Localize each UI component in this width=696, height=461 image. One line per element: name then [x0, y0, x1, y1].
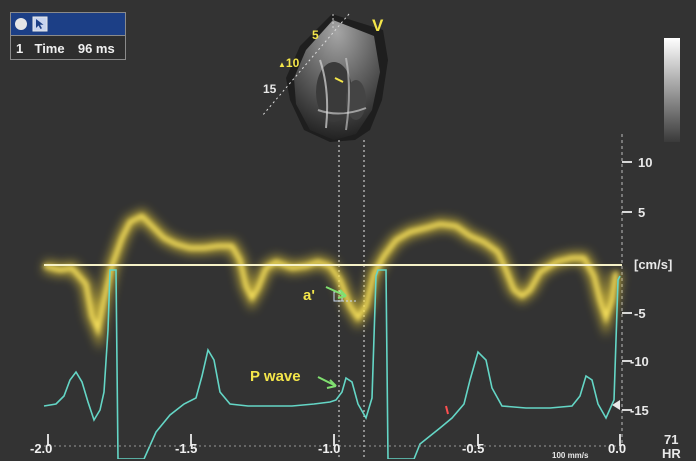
velocity-tick-10: 10 [638, 155, 653, 170]
measurement-panel[interactable]: 1 Time 96 ms [10, 12, 126, 60]
echo-sector-image [261, 13, 388, 142]
gray-scale-bar [664, 38, 680, 142]
time-axis [44, 434, 622, 447]
time-tick-0: 0.0 [608, 441, 627, 456]
heart-rate-value: 71 [664, 432, 679, 447]
velocity-tick-minus5: -5 [634, 306, 646, 321]
tissue-doppler-trace [42, 208, 622, 351]
view-label: V [372, 16, 384, 35]
ecg-trace [43, 269, 621, 459]
velocity-axis [612, 134, 632, 446]
measurement-value: 96 ms [77, 41, 115, 56]
sweep-speed-label: 100 mm/s [552, 451, 589, 460]
record-dot-icon[interactable] [15, 18, 27, 30]
depth-tick-15: 15 [263, 82, 277, 96]
cursor-icon[interactable] [32, 16, 48, 32]
a-prime-arrow-icon [325, 286, 347, 299]
p-wave-annotation: P wave [250, 368, 301, 385]
depth-tick-5: 5 [312, 28, 319, 42]
velocity-tick-5: 5 [638, 205, 646, 220]
ecg-marker [445, 405, 449, 415]
velocity-unit: [cm/s] [634, 257, 673, 272]
time-tick-minus2: -2.0 [30, 441, 53, 456]
time-tick-minus1-5: -1.5 [175, 441, 198, 456]
time-tick-minus1: -1.0 [318, 441, 341, 456]
measurement-readout: 1 Time 96 ms [16, 41, 115, 56]
time-tick-minus0-5: -0.5 [462, 441, 485, 456]
heart-rate-label: HR [662, 446, 681, 461]
measurement-index: 1 [16, 41, 24, 56]
velocity-tick-minus10: -10 [630, 354, 649, 369]
depth-tick-10: ▲10 [278, 56, 300, 70]
p-wave-arrow-icon [317, 376, 337, 389]
measurement-label: Time [34, 41, 65, 56]
velocity-tick-minus15: -15 [630, 403, 649, 418]
a-prime-annotation: a' [303, 287, 315, 304]
measurement-toolbar [11, 13, 125, 36]
